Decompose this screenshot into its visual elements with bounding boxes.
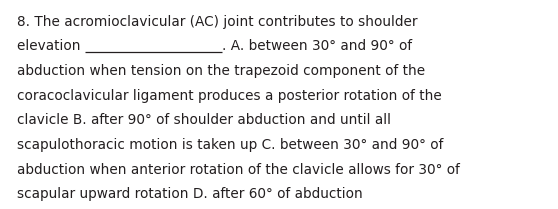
Text: abduction when tension on the trapezoid component of the: abduction when tension on the trapezoid … (17, 64, 425, 78)
Text: elevation: elevation (17, 39, 85, 53)
Text: clavicle B. after 90° of shoulder abduction and until all: clavicle B. after 90° of shoulder abduct… (17, 113, 391, 127)
Text: scapular upward rotation D. after 60° of abduction: scapular upward rotation D. after 60° of… (17, 187, 363, 201)
Text: coracoclavicular ligament produces a posterior rotation of the: coracoclavicular ligament produces a pos… (17, 89, 441, 103)
Text: 8. The acromioclavicular (AC) joint contributes to shoulder: 8. The acromioclavicular (AC) joint cont… (17, 15, 417, 29)
Text: . A. between 30° and 90° of: . A. between 30° and 90° of (222, 39, 412, 53)
Text: abduction when anterior rotation of the clavicle allows for 30° of: abduction when anterior rotation of the … (17, 163, 460, 177)
Text: scapulothoracic motion is taken up C. between 30° and 90° of: scapulothoracic motion is taken up C. be… (17, 138, 443, 152)
